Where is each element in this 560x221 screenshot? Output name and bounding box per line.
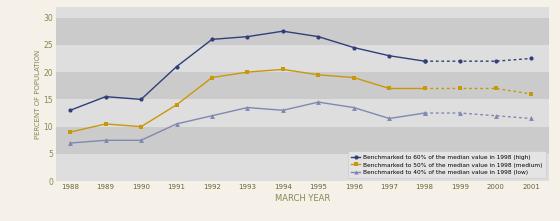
Bar [56, 45, 549, 72]
Bar [56, 127, 549, 154]
Bar [56, 99, 549, 127]
X-axis label: MARCH YEAR: MARCH YEAR [275, 194, 330, 203]
Bar [56, 72, 549, 99]
Bar [56, 17, 549, 45]
Legend: Benchmarked to 60% of the median value in 1998 (high), Benchmarked to 50% of the: Benchmarked to 60% of the median value i… [348, 151, 546, 178]
Bar [56, 154, 549, 181]
Y-axis label: PERCENT OF POPULATION: PERCENT OF POPULATION [35, 49, 41, 139]
